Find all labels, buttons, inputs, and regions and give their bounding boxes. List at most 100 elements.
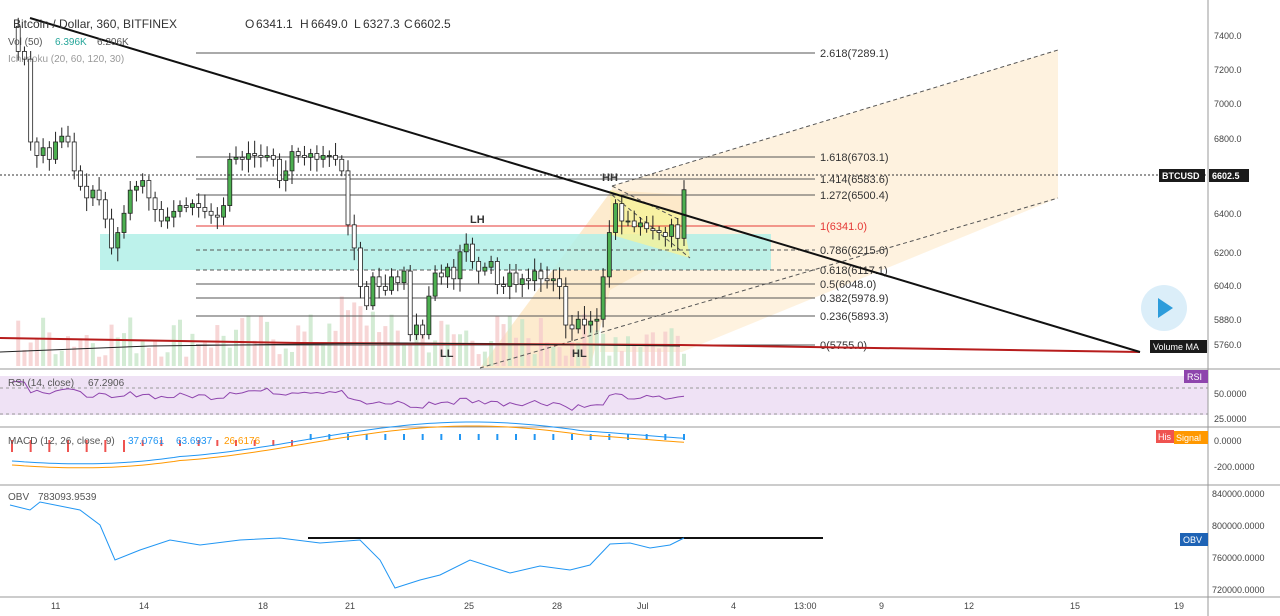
play-button[interactable] (1141, 285, 1187, 331)
candle[interactable] (302, 155, 307, 158)
candle[interactable] (258, 155, 264, 158)
candle[interactable] (15, 25, 21, 52)
candle[interactable] (295, 151, 301, 156)
candle[interactable] (252, 153, 258, 156)
candle[interactable] (59, 135, 65, 143)
candle[interactable] (669, 224, 674, 237)
downtrend-line[interactable] (29, 17, 1141, 353)
candle[interactable] (208, 210, 214, 216)
candle[interactable] (600, 276, 606, 320)
candle[interactable] (102, 199, 108, 220)
candle[interactable] (582, 318, 587, 326)
candle[interactable] (270, 155, 276, 160)
candle[interactable] (557, 278, 562, 287)
macd-line[interactable] (11, 421, 685, 465)
candle[interactable] (78, 170, 83, 187)
candle[interactable] (90, 189, 96, 199)
candle[interactable] (214, 214, 220, 218)
candle[interactable] (115, 232, 121, 249)
candle[interactable] (382, 286, 388, 291)
candle[interactable] (65, 135, 71, 143)
candle[interactable] (407, 270, 413, 336)
candle[interactable] (308, 153, 314, 158)
candle[interactable] (190, 203, 195, 208)
candle[interactable] (606, 232, 612, 278)
flag-lower-line[interactable] (611, 194, 691, 259)
candle[interactable] (177, 205, 183, 212)
candle[interactable] (656, 230, 662, 233)
candle[interactable] (526, 278, 531, 282)
candle[interactable] (333, 155, 338, 160)
channel-lower-line[interactable] (479, 197, 1059, 369)
candle[interactable] (53, 141, 58, 160)
candle[interactable] (183, 205, 189, 208)
time-axis[interactable]: 11 14 18 21 25 28 Jul 4 13:00 9 12 15 19 (51, 601, 1184, 611)
candle[interactable] (395, 276, 401, 284)
candle[interactable] (221, 205, 226, 218)
candle[interactable] (650, 228, 656, 232)
candle[interactable] (488, 261, 494, 268)
candle[interactable] (538, 270, 544, 280)
candle[interactable] (550, 278, 556, 282)
candle[interactable] (532, 270, 538, 282)
candle[interactable] (420, 324, 426, 336)
candle[interactable] (376, 276, 382, 287)
candle[interactable] (277, 158, 282, 181)
candle[interactable] (165, 216, 170, 222)
candle[interactable] (96, 189, 102, 201)
candle[interactable] (494, 261, 500, 285)
candle[interactable] (662, 232, 668, 237)
candle[interactable] (289, 151, 295, 172)
candle[interactable] (84, 185, 90, 199)
candle[interactable] (109, 218, 114, 249)
candle[interactable] (370, 276, 376, 307)
candle[interactable] (320, 155, 326, 160)
candle[interactable] (34, 141, 40, 156)
candle[interactable] (40, 147, 46, 156)
candle[interactable] (563, 286, 569, 326)
candle[interactable] (501, 284, 506, 287)
candle[interactable] (457, 251, 463, 280)
candle[interactable] (264, 155, 270, 158)
candle[interactable] (202, 207, 208, 212)
price-axis[interactable]: 7400.07200.07000.06800.06600.06400.06200… (1214, 31, 1242, 350)
candle[interactable] (675, 224, 681, 239)
candle[interactable] (233, 156, 239, 160)
candle[interactable] (544, 278, 550, 282)
candle[interactable] (389, 276, 394, 291)
candle[interactable] (246, 153, 251, 160)
candle[interactable] (414, 324, 419, 336)
candle[interactable] (326, 155, 332, 157)
candle[interactable] (364, 286, 370, 307)
candle[interactable] (339, 158, 345, 172)
candle[interactable] (575, 318, 581, 330)
candle[interactable] (638, 222, 643, 228)
candle[interactable] (432, 272, 438, 297)
candle[interactable] (171, 210, 177, 218)
candle[interactable] (28, 58, 34, 143)
candle[interactable] (451, 266, 457, 280)
candle[interactable] (358, 247, 363, 287)
candle[interactable] (463, 243, 469, 253)
candle[interactable] (345, 170, 351, 226)
candle[interactable] (426, 295, 432, 336)
candle[interactable] (519, 278, 525, 285)
signal-line[interactable] (11, 425, 685, 469)
candle[interactable] (283, 170, 289, 181)
candle[interactable] (140, 180, 146, 187)
candle[interactable] (71, 141, 77, 172)
fib-retracement[interactable]: 2.618(7289.1) 1.618(6703.1) 1.414(6583.6) 1… (196, 48, 889, 352)
candle[interactable] (569, 324, 575, 330)
candle[interactable] (146, 180, 152, 199)
candle[interactable] (121, 212, 127, 233)
candle[interactable] (401, 270, 407, 284)
candle[interactable] (158, 209, 164, 222)
candle[interactable] (351, 224, 357, 249)
candle[interactable] (588, 320, 594, 326)
candle[interactable] (644, 222, 650, 230)
candle[interactable] (476, 261, 482, 272)
candle[interactable] (196, 203, 202, 208)
channel-upper-line[interactable] (611, 49, 1059, 187)
candle[interactable] (625, 220, 631, 223)
